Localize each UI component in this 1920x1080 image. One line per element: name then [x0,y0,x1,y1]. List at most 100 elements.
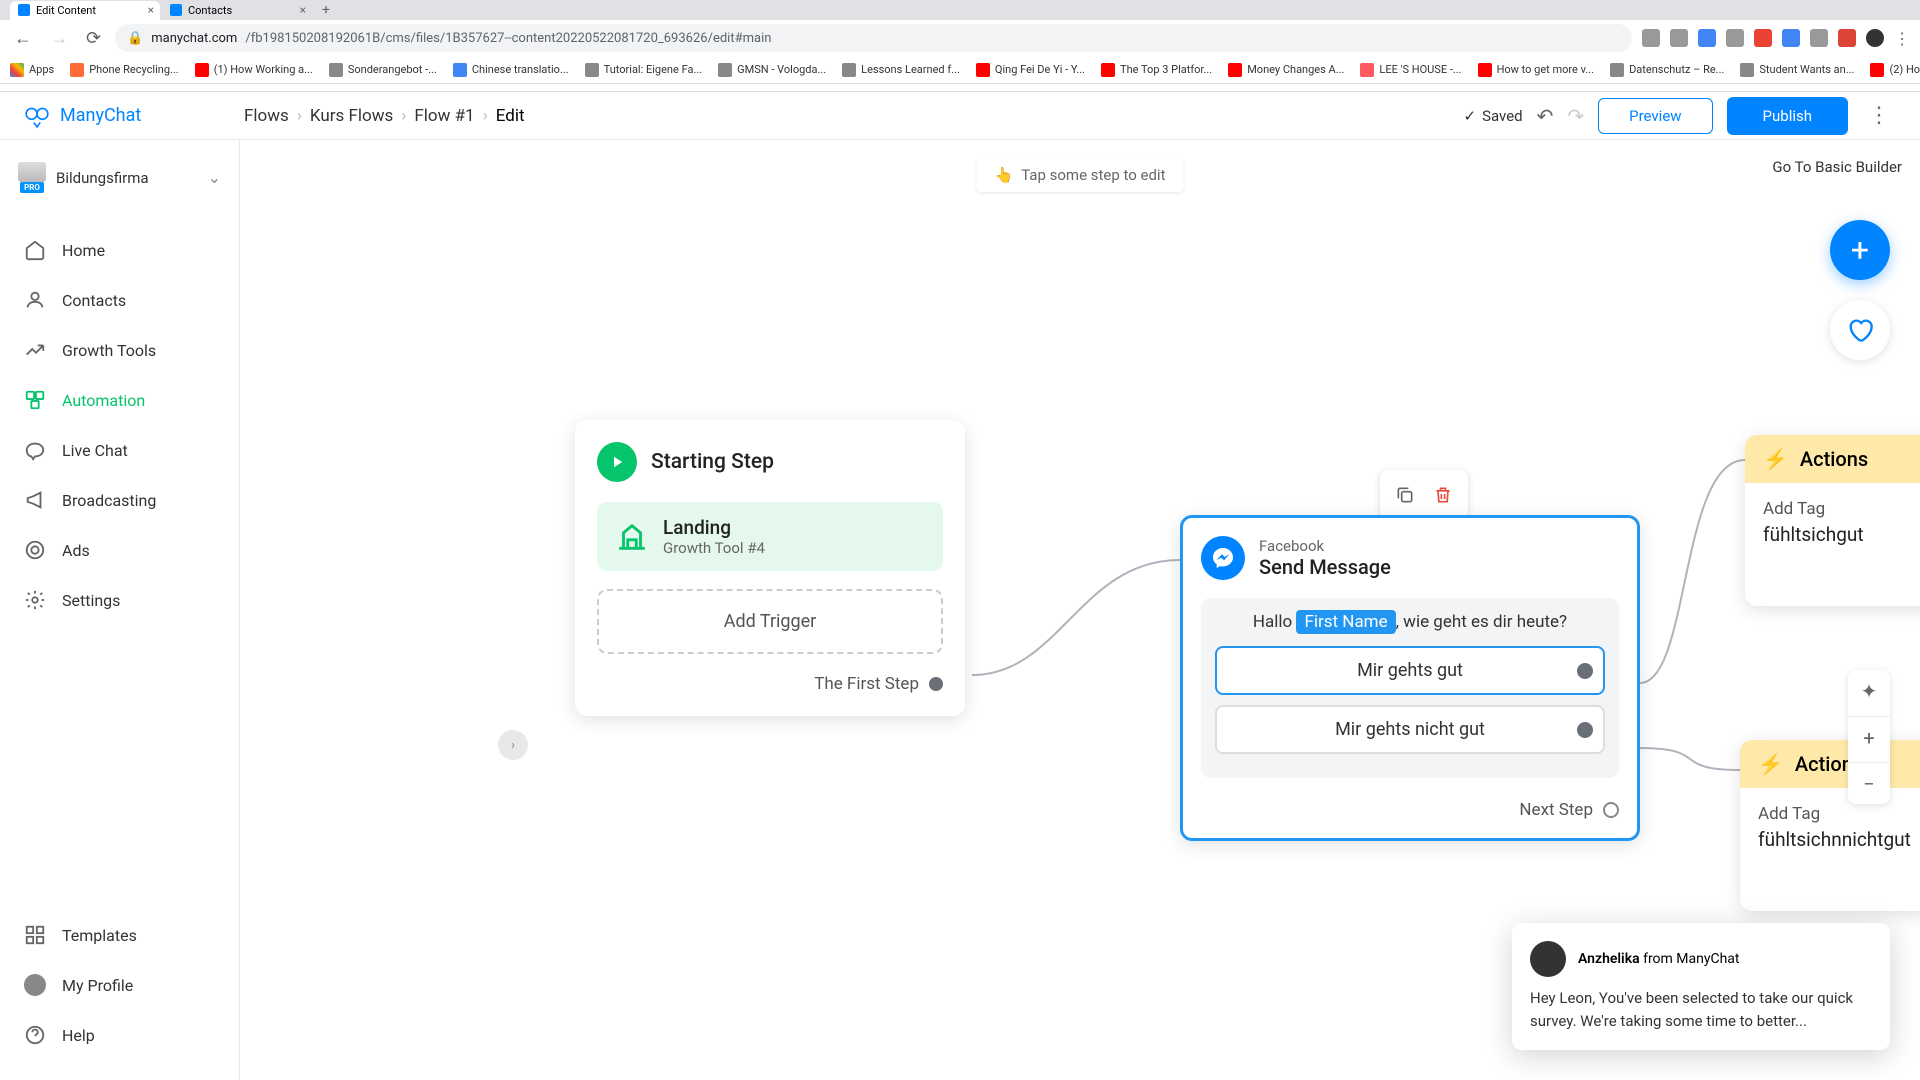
chevron-right-icon[interactable]: › [498,730,528,760]
node-actions[interactable]: ⚡ Actions Add Tag fühltsichgut Next Step [1745,435,1920,606]
apps-button[interactable]: Apps [10,63,54,77]
connection-port-icon[interactable] [1603,802,1619,818]
brand-name: ManyChat [60,105,141,126]
nav-contacts[interactable]: Contacts [0,275,239,325]
ext-icon[interactable] [1698,29,1716,47]
ext-icon[interactable] [1670,29,1688,47]
forward-icon[interactable]: → [46,24,72,53]
breadcrumb-item[interactable]: Flows [244,106,289,126]
connection-port-icon[interactable] [929,677,943,691]
preview-button[interactable]: Preview [1598,98,1712,134]
undo-button[interactable]: ↶ [1537,104,1554,128]
sidebar: PRO Bildungsfirma ⌄ Home Contacts Growth… [0,140,240,1080]
bookmark[interactable]: Qing Fei De Yi - Y... [976,63,1085,77]
bookmark[interactable]: (1) How Working a... [195,63,313,77]
nav-home[interactable]: Home [0,225,239,275]
check-icon: ✓ [1463,107,1476,125]
node-actions[interactable]: ⚡ Actions #1 Add Tag fühltsichnnichtgut … [1740,740,1920,911]
close-icon[interactable]: × [300,3,306,17]
workspace-switcher[interactable]: PRO Bildungsfirma ⌄ [0,150,239,205]
ext-icon[interactable] [1782,29,1800,47]
breadcrumb-item[interactable]: Kurs Flows [310,106,393,126]
nav-help[interactable]: Help [0,1010,239,1060]
browser-chrome: Edit Content × Contacts × + ← → ⟳ 🔒 many… [0,0,1920,92]
new-tab-button[interactable]: + [314,2,338,18]
nav-profile[interactable]: My Profile [0,960,239,1010]
tab-title: Edit Content [36,4,96,17]
chat-sender: Anzhelika from ManyChat [1578,951,1740,967]
nav-templates[interactable]: Templates [0,910,239,960]
add-trigger-button[interactable]: Add Trigger [597,589,943,654]
node-title: Starting Step [651,450,774,474]
bookmarks-bar: Apps Phone Recycling... (1) How Working … [0,56,1920,84]
ext-icon[interactable] [1754,29,1772,47]
breadcrumb-item[interactable]: Flow #1 [414,106,474,126]
add-step-fab[interactable]: + [1830,220,1890,280]
nav-growth-tools[interactable]: Growth Tools [0,325,239,375]
bookmark[interactable]: Tutorial: Eigene Fa... [585,63,703,77]
close-icon[interactable]: × [148,3,154,17]
url-bar[interactable]: 🔒 manychat.com/fb198150208192061B/cms/fi… [115,24,1632,52]
bookmark[interactable]: GMSN - Vologda... [718,63,826,77]
favorite-fab[interactable] [1830,300,1890,360]
browser-tab[interactable]: Contacts × [162,1,312,20]
bookmark[interactable]: (2) How To Add A... [1870,63,1920,77]
more-menu-icon[interactable]: ⋮ [1862,103,1896,128]
bookmark[interactable]: Chinese translatio... [453,63,569,77]
bookmark[interactable]: The Top 3 Platfor... [1101,63,1212,77]
trigger-card[interactable]: Landing Growth Tool #4 [597,502,943,571]
nav-live-chat[interactable]: Live Chat [0,425,239,475]
bookmark[interactable]: Phone Recycling... [70,63,178,77]
landing-icon [615,520,649,554]
bookmark[interactable]: Lessons Learned f... [842,63,960,77]
magic-button[interactable]: ✦ [1848,670,1890,712]
breadcrumb: Flows › Kurs Flows › Flow #1 › Edit [244,106,1463,126]
connection-port-icon[interactable] [1577,722,1593,738]
message-text[interactable]: Hallo First Name, wie geht es dir heute? [1215,612,1605,632]
publish-button[interactable]: Publish [1727,97,1848,135]
nav-ads[interactable]: Ads [0,525,239,575]
bookmark[interactable]: Datenschutz – Re... [1610,63,1724,77]
nav-automation[interactable]: Automation [0,375,239,425]
node-send-message[interactable]: Facebook Send Message Hallo First Name, … [1180,515,1640,841]
connection-port-icon[interactable] [1577,663,1593,679]
logo[interactable]: ManyChat [24,103,244,129]
redo-button[interactable]: ↷ [1567,104,1584,128]
quick-reply-button[interactable]: Mir gehts gut [1215,646,1605,695]
bookmark[interactable]: Money Changes A... [1228,63,1344,77]
flow-canvas[interactable]: 👆 Tap some step to edit Go To Basic Buil… [240,140,1920,1080]
back-icon[interactable]: ← [10,24,36,53]
next-step-port[interactable]: Next Step [1201,800,1619,820]
browser-tab-active[interactable]: Edit Content × [10,1,160,20]
next-step-port[interactable]: Next Step [1740,863,1920,911]
delete-button[interactable] [1426,478,1460,512]
bookmark[interactable]: Sonderangebot -... [329,63,437,77]
bookmark[interactable]: Student Wants an... [1740,63,1854,77]
kebab-icon[interactable]: ⋮ [1894,29,1910,48]
ext-icon[interactable] [1642,29,1660,47]
nav-broadcasting[interactable]: Broadcasting [0,475,239,525]
ext-icon[interactable] [1726,29,1744,47]
ext-icon[interactable] [1810,29,1828,47]
zoom-controls: ✦ + − [1848,670,1890,804]
bookmark[interactable]: LEE 'S HOUSE -... [1360,63,1461,77]
chat-widget[interactable]: Anzhelika from ManyChat Hey Leon, You've… [1512,923,1890,1050]
message-body: Hallo First Name, wie geht es dir heute?… [1201,598,1619,778]
zoom-in-button[interactable]: + [1848,716,1890,758]
play-icon [597,442,637,482]
ext-icon[interactable] [1838,29,1856,47]
reload-icon[interactable]: ⟳ [82,24,105,53]
variable-tag[interactable]: First Name [1296,610,1395,634]
duplicate-button[interactable] [1388,478,1422,512]
basic-builder-link[interactable]: Go To Basic Builder [1772,158,1902,176]
first-step-port[interactable]: The First Step [597,674,943,694]
avatar-icon[interactable] [1866,29,1884,47]
quick-reply-button[interactable]: Mir gehts nicht gut [1215,705,1605,754]
bolt-icon: ⚡ [1763,447,1788,471]
nav-settings[interactable]: Settings [0,575,239,625]
zoom-out-button[interactable]: − [1848,762,1890,804]
node-starting-step[interactable]: Starting Step Landing Growth Tool #4 Add… [575,420,965,716]
next-step-port[interactable]: Next Step [1745,558,1920,606]
trigger-subtitle: Growth Tool #4 [663,539,765,557]
bookmark[interactable]: How to get more v... [1478,63,1595,77]
